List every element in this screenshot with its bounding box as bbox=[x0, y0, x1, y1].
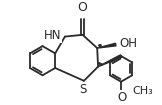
Text: S: S bbox=[79, 83, 87, 96]
Text: OH: OH bbox=[119, 37, 137, 50]
Text: HN: HN bbox=[44, 29, 61, 42]
Polygon shape bbox=[98, 55, 122, 67]
Text: O: O bbox=[78, 1, 87, 14]
Text: O: O bbox=[117, 91, 127, 104]
Text: CH₃: CH₃ bbox=[132, 86, 153, 96]
Polygon shape bbox=[97, 43, 116, 48]
